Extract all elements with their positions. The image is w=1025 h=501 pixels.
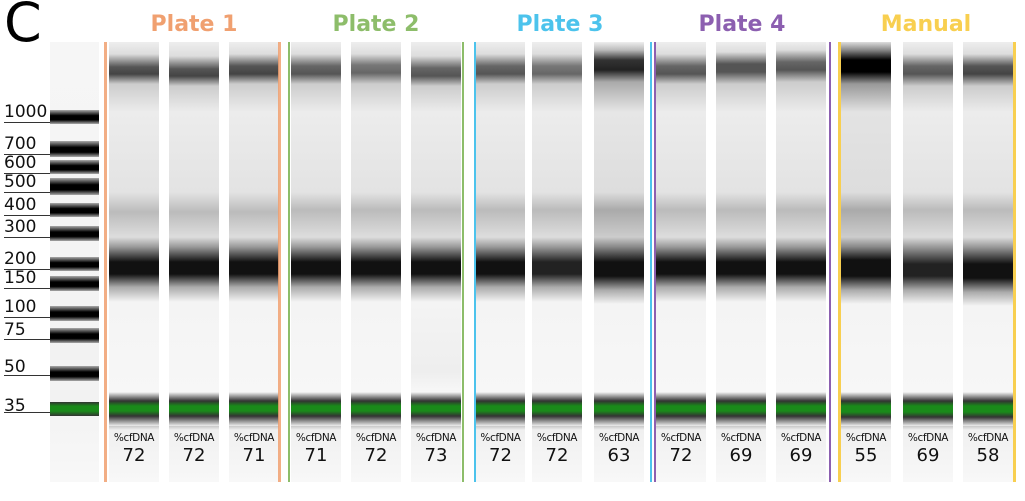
- sample-lane: [229, 42, 279, 426]
- size-label-500: 500: [4, 172, 37, 192]
- size-line: [4, 192, 50, 193]
- size-line: [4, 154, 50, 155]
- lane-label: %cfDNA 72: [169, 426, 219, 482]
- plate-4-left-border: [654, 42, 656, 482]
- ladder-band-400: [50, 203, 99, 217]
- size-label-35: 35: [4, 396, 26, 416]
- plate-1-title: Plate 1: [150, 12, 238, 37]
- sample-lane: [532, 42, 582, 426]
- sample-lane: [776, 42, 826, 426]
- plate-4-title: Plate 4: [698, 12, 786, 37]
- size-line: [4, 339, 50, 340]
- size-label-700: 700: [4, 134, 37, 154]
- ladder-band-500: [50, 178, 99, 195]
- manual-title: Manual: [880, 12, 972, 37]
- lane-label: %cfDNA 72: [351, 426, 401, 482]
- panel-letter: C: [4, 0, 42, 54]
- sample-lane: [351, 42, 401, 426]
- size-line: [4, 173, 50, 174]
- ladder-band-150: [50, 276, 99, 291]
- ladder-band-100: [50, 306, 99, 321]
- size-label-100: 100: [4, 297, 37, 317]
- sample-lane: [656, 42, 706, 426]
- size-line: [4, 412, 50, 413]
- size-line: [4, 237, 50, 238]
- sample-lane: [169, 42, 219, 426]
- ladder-band-600: [50, 160, 99, 174]
- sample-lane: [841, 42, 891, 426]
- manual-right-border: [1013, 42, 1016, 482]
- manual-left-border: [838, 42, 841, 482]
- sample-lane: [903, 42, 953, 426]
- lane-label: %cfDNA 72: [656, 426, 706, 482]
- lane-label: %cfDNA 72: [532, 426, 582, 482]
- ladder-band-75: [50, 328, 99, 343]
- sample-lane: [963, 42, 1013, 426]
- plate-1-right-border: [278, 42, 281, 482]
- size-label-600: 600: [4, 153, 37, 173]
- ladder-band-1000: [50, 110, 99, 124]
- size-line: [4, 122, 50, 123]
- ladder-band-300: [50, 226, 99, 241]
- ladder-band-50: [50, 366, 99, 381]
- lane-label: %cfDNA 55: [841, 426, 891, 482]
- plate-3-right-border: [650, 42, 652, 482]
- size-label-150: 150: [4, 268, 37, 288]
- sample-lane: [594, 42, 644, 426]
- sample-lane: [476, 42, 525, 426]
- plate-3-title: Plate 3: [516, 12, 604, 37]
- lane-label: %cfDNA 69: [716, 426, 766, 482]
- lane-label: %cfDNA 72: [109, 426, 159, 482]
- plate-2-title: Plate 2: [332, 12, 420, 37]
- sample-lane: [109, 42, 159, 426]
- size-label-1000: 1000: [4, 102, 48, 122]
- lane-label: %cfDNA 69: [903, 426, 953, 482]
- plate-2-right-border: [462, 42, 464, 482]
- lane-label: %cfDNA 58: [963, 426, 1013, 482]
- ladder-band-200: [50, 257, 99, 271]
- size-line: [4, 288, 50, 289]
- size-line: [4, 375, 50, 376]
- size-line: [4, 269, 50, 270]
- lane-label: %cfDNA 63: [594, 426, 644, 482]
- ladder-band-700: [50, 141, 99, 157]
- lane-label: %cfDNA 72: [476, 426, 525, 482]
- size-line: [4, 215, 50, 216]
- lane-label: %cfDNA 73: [411, 426, 461, 482]
- plate-1-left-border: [104, 42, 107, 482]
- size-label-400: 400: [4, 195, 37, 215]
- size-line: [4, 317, 50, 318]
- sample-lane: [716, 42, 766, 426]
- size-label-75: 75: [4, 320, 26, 340]
- sample-lane: [291, 42, 341, 426]
- plate-2-left-border: [288, 42, 290, 482]
- plate-3-left-border: [474, 42, 476, 482]
- ladder-band-35: [50, 402, 99, 416]
- ladder-lane: [50, 42, 99, 482]
- size-label-300: 300: [4, 217, 37, 237]
- lane-label: %cfDNA 69: [776, 426, 826, 482]
- size-label-50: 50: [4, 357, 26, 377]
- lane-label: %cfDNA 71: [291, 426, 341, 482]
- size-label-200: 200: [4, 249, 37, 269]
- sample-lane: [411, 42, 461, 426]
- lane-label: %cfDNA 71: [229, 426, 279, 482]
- plate-4-right-border: [829, 42, 831, 482]
